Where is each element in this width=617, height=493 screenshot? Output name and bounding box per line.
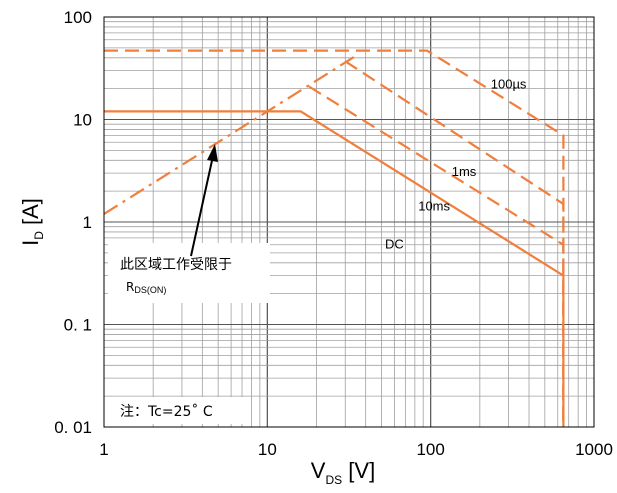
curve-labels: 100µs 1ms 10ms DC [385,77,527,252]
curve-label: DC [385,237,404,252]
y-tick-label: 1 [83,213,92,232]
rds-annotation-line2: RDS(ON) [126,280,166,295]
rds-annotation-box [108,243,270,303]
plot-frame [103,16,595,428]
tc-note-box [108,397,248,424]
annotation-arrow-shaft [190,155,214,257]
rds-annotation-line1: 此区域工作受限于 [120,257,232,273]
x-tick-label: 1 [99,440,108,459]
soa-curve-100s [104,49,565,427]
soa-curves [103,49,565,427]
y-axis-label: ID [A] [18,198,46,246]
y-tick-label: 0. 1 [64,316,92,335]
soa-curve-10ms [308,85,565,427]
tc-note: 注：Tc=25˚ C [120,403,213,420]
curve-label: 10ms [418,198,450,213]
y-tick-label: 0. 01 [54,418,92,437]
x-tick-label: 1000 [575,440,613,459]
x-tick-label: 100 [416,440,444,459]
x-axis-label: VDS [V] [311,458,375,487]
y-tick-label: 100 [64,8,92,27]
grid-lines [103,16,595,428]
annotation-arrow-head [207,144,218,162]
soa-curve-rds-limit [103,54,357,215]
curve-label: 1ms [452,164,477,179]
x-tick-label: 10 [258,440,277,459]
y-tick-label: 10 [73,111,92,130]
tick-labels: 1 10 100 1000 100 10 1 0. 1 0. 01 [54,8,613,459]
curve-label: 100µs [491,77,527,92]
